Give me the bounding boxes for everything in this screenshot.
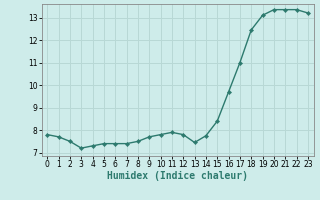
X-axis label: Humidex (Indice chaleur): Humidex (Indice chaleur) — [107, 171, 248, 181]
